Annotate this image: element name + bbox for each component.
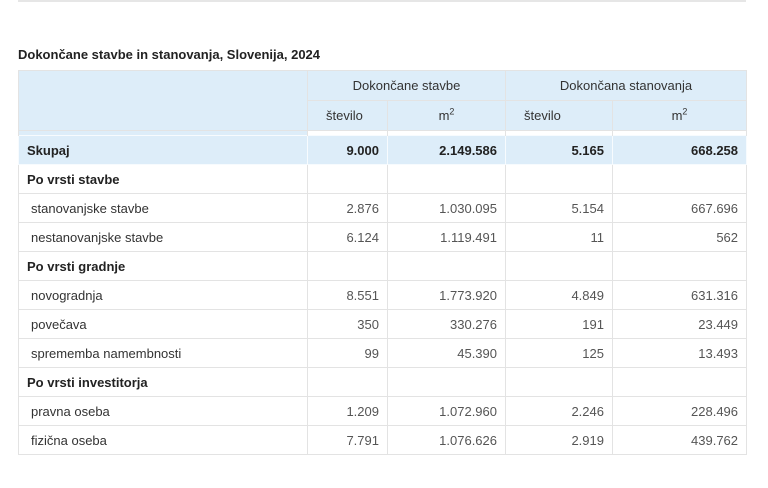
top-divider [18,0,746,2]
table-section-row: Po vrsti gradnje [18,251,748,281]
cell-dwellings-count: 5.154 [505,193,613,223]
row-label: povečava [18,309,308,339]
row-label: novogradnja [18,280,308,310]
header-buildings-area: m2 [387,100,506,131]
cell-dwellings-area: 562 [611,222,748,252]
table-row: nestanovanjske stavbe 6.124 1.119.491 11… [18,222,748,252]
cell-buildings-area: 45.390 [387,338,506,368]
statistics-table: Dokončane stavbe Dokončana stanovanja št… [18,70,748,455]
table-row: novogradnja 8.551 1.773.920 4.849 631.31… [18,280,748,310]
cell-dwellings-area: 13.493 [611,338,748,368]
cell-dwellings-area: 439.762 [611,425,748,455]
cell-dwellings-count: 2.246 [505,396,613,426]
cell-dwellings-count: 125 [505,338,613,368]
table-section-row: Po vrsti stavbe [18,164,748,194]
section-label: Po vrsti investitorja [18,367,308,397]
cell-dwellings-count: 11 [505,222,613,252]
cell-dwellings-area: 668.258 [611,135,748,165]
cell-buildings-area: 2.149.586 [387,135,506,165]
cell-dwellings-count: 4.849 [505,280,613,310]
header-group-buildings: Dokončane stavbe [307,70,506,101]
table-section-row: Po vrsti investitorja [18,367,748,397]
cell-dwellings-count: 2.919 [505,425,613,455]
cell-buildings-count: 6.124 [307,222,388,252]
cell-buildings-count: 1.209 [307,396,388,426]
header-dwellings-area: m2 [611,100,748,131]
cell-buildings-count: 7.791 [307,425,388,455]
cell-buildings-area: 1.773.920 [387,280,506,310]
header-gap-row [18,130,748,136]
cell-buildings-area: 330.276 [387,309,506,339]
cell-buildings-area: 1.076.626 [387,425,506,455]
cell-buildings-area: 1.030.095 [387,193,506,223]
table-row: pravna oseba 1.209 1.072.960 2.246 228.4… [18,396,748,426]
cell-buildings-area: 1.119.491 [387,222,506,252]
cell-buildings-count: 2.876 [307,193,388,223]
row-label: nestanovanjske stavbe [18,222,308,252]
section-label: Po vrsti stavbe [18,164,308,194]
header-dwellings-count: število [505,100,613,131]
row-label: sprememba namembnosti [18,338,308,368]
table-row: fizična oseba 7.791 1.076.626 2.919 439.… [18,425,748,455]
cell-buildings-count: 8.551 [307,280,388,310]
cell-dwellings-area: 228.496 [611,396,748,426]
row-label: fizična oseba [18,425,308,455]
cell-buildings-count: 350 [307,309,388,339]
section-label: Po vrsti gradnje [18,251,308,281]
table-row: sprememba namembnosti 99 45.390 125 13.4… [18,338,748,368]
row-label: stanovanjske stavbe [18,193,308,223]
cell-dwellings-area: 631.316 [611,280,748,310]
table-row-total: Skupaj 9.000 2.149.586 5.165 668.258 [18,135,748,165]
cell-buildings-count: 9.000 [307,135,388,165]
cell-dwellings-count: 5.165 [505,135,613,165]
header-group-dwellings: Dokončana stanovanja [504,70,748,101]
cell-dwellings-count: 191 [505,309,613,339]
cell-buildings-count: 99 [307,338,388,368]
table-caption: Dokončane stavbe in stanovanja, Slovenij… [18,47,321,62]
row-label: Skupaj [18,135,308,165]
cell-dwellings-area: 23.449 [611,309,748,339]
table-row: povečava 350 330.276 191 23.449 [18,309,748,339]
header-buildings-count: število [307,100,388,131]
cell-dwellings-area: 667.696 [611,193,748,223]
header-corner-cell [18,70,308,131]
cell-buildings-area: 1.072.960 [387,396,506,426]
row-label: pravna oseba [18,396,308,426]
table-row: stanovanjske stavbe 2.876 1.030.095 5.15… [18,193,748,223]
